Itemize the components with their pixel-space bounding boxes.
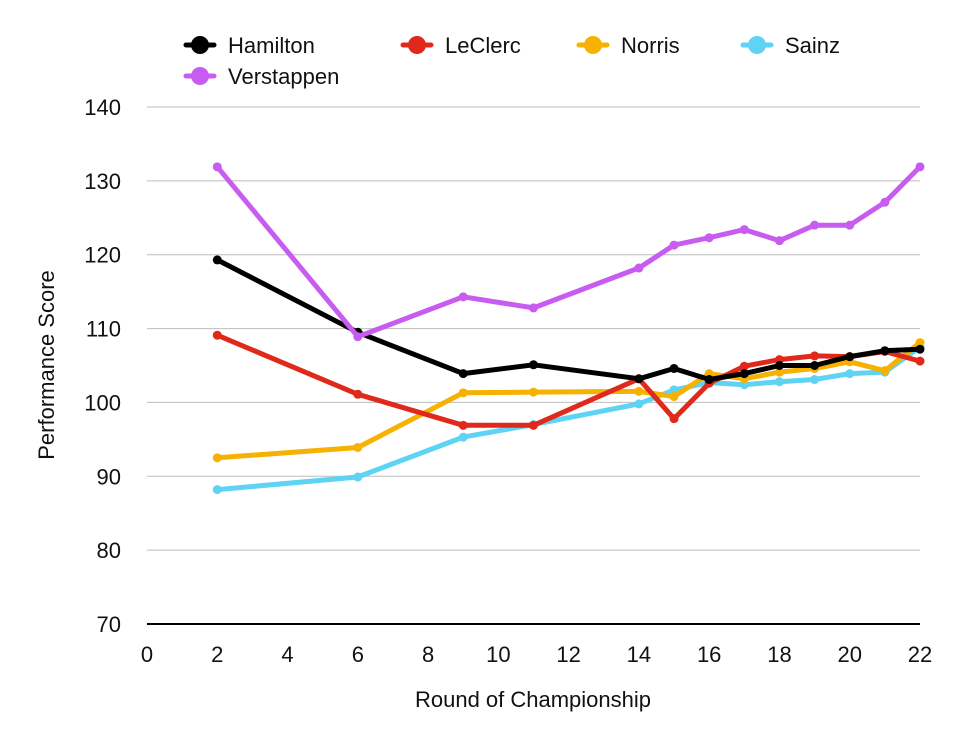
data-point-verstappen xyxy=(845,220,855,230)
legend-marker xyxy=(748,36,766,54)
data-point-verstappen xyxy=(634,263,644,273)
data-point-hamilton xyxy=(458,369,468,379)
x-tick-label: 18 xyxy=(767,642,791,667)
y-tick-label: 70 xyxy=(97,612,121,637)
data-point-verstappen xyxy=(704,233,714,243)
data-point-sainz xyxy=(634,399,644,409)
legend-item-leclerc: LeClerc xyxy=(400,33,521,58)
data-point-hamilton xyxy=(880,346,890,356)
data-point-leclerc xyxy=(669,414,679,424)
data-point-verstappen xyxy=(353,332,363,342)
x-tick-label: 22 xyxy=(908,642,932,667)
legend-item-hamilton: Hamilton xyxy=(183,33,315,58)
series-line-verstappen xyxy=(214,164,923,340)
data-point-sainz xyxy=(845,369,855,379)
data-point-hamilton xyxy=(739,369,749,379)
series-hamilton xyxy=(212,255,925,385)
data-point-sainz xyxy=(774,377,784,387)
data-point-hamilton xyxy=(774,361,784,370)
series-verstappen xyxy=(212,162,925,342)
data-point-leclerc xyxy=(458,420,468,430)
data-point-sainz xyxy=(458,432,468,442)
y-tick-label: 120 xyxy=(84,243,121,268)
x-tick-label: 8 xyxy=(422,642,434,667)
data-point-hamilton xyxy=(634,374,644,384)
legend-item-sainz: Sainz xyxy=(740,33,840,58)
legend-label: LeClerc xyxy=(445,33,521,58)
data-point-leclerc xyxy=(739,361,749,371)
legend-label: Sainz xyxy=(785,33,840,58)
data-point-leclerc xyxy=(212,330,222,340)
x-tick-label: 20 xyxy=(837,642,861,667)
x-tick-label: 4 xyxy=(281,642,293,667)
legend-label: Hamilton xyxy=(228,33,315,58)
x-tick-label: 10 xyxy=(486,642,510,667)
data-point-leclerc xyxy=(353,389,363,399)
series-group xyxy=(212,162,925,495)
data-point-sainz xyxy=(212,485,222,495)
legend-label: Norris xyxy=(621,33,680,58)
data-point-hamilton xyxy=(810,361,820,370)
legend-marker xyxy=(584,36,602,54)
legend: Hamilton LeClerc Norris Sainz Verstappen xyxy=(183,33,840,89)
x-tick-label: 2 xyxy=(211,642,223,667)
y-tick-label: 80 xyxy=(97,538,121,563)
data-point-norris xyxy=(529,387,538,397)
data-point-hamilton xyxy=(212,255,222,265)
data-point-leclerc xyxy=(915,356,925,366)
data-point-verstappen xyxy=(669,240,679,250)
data-point-hamilton xyxy=(529,360,538,370)
data-point-hamilton xyxy=(704,375,714,385)
x-tick-label: 0 xyxy=(141,642,153,667)
data-point-norris xyxy=(669,392,679,402)
data-point-norris xyxy=(634,386,644,396)
data-point-verstappen xyxy=(810,220,820,230)
data-point-norris xyxy=(212,453,222,463)
data-point-verstappen xyxy=(880,197,890,207)
data-point-norris xyxy=(458,388,468,398)
data-point-verstappen xyxy=(212,162,222,172)
legend-item-norris: Norris xyxy=(576,33,680,58)
data-point-hamilton xyxy=(845,352,855,362)
data-point-verstappen xyxy=(739,225,749,235)
y-tick-label: 90 xyxy=(97,464,121,489)
y-tick-label: 130 xyxy=(84,169,121,194)
y-tick-label: 140 xyxy=(84,95,121,120)
data-point-verstappen xyxy=(774,236,784,246)
data-point-verstappen xyxy=(458,292,468,302)
data-point-sainz xyxy=(810,375,820,385)
series-norris xyxy=(212,338,925,463)
legend-marker xyxy=(191,67,209,85)
legend-label: Verstappen xyxy=(228,64,339,89)
gridlines xyxy=(147,106,920,625)
data-point-norris xyxy=(915,338,925,348)
data-point-verstappen xyxy=(529,303,538,313)
data-point-leclerc xyxy=(810,351,820,361)
legend-item-verstappen: Verstappen xyxy=(183,64,339,89)
x-tick-label: 12 xyxy=(556,642,580,667)
y-tick-label: 100 xyxy=(84,390,121,415)
data-point-hamilton xyxy=(915,344,925,354)
data-point-norris xyxy=(353,442,363,452)
legend-marker xyxy=(191,36,209,54)
y-axis-title: Performance Score xyxy=(34,270,59,460)
y-tick-label: 110 xyxy=(86,317,121,342)
x-tick-label: 16 xyxy=(697,642,721,667)
x-tick-label: 6 xyxy=(352,642,364,667)
data-point-norris xyxy=(774,367,784,377)
x-axis-title: Round of Championship xyxy=(415,687,651,712)
axis-ticks: 70 80 90 100 110 120 130 140 0 2 4 6 8 10 12 14 16 18 20 22 xyxy=(84,95,932,667)
data-point-norris xyxy=(880,366,890,376)
data-point-sainz xyxy=(353,472,363,482)
legend-marker xyxy=(408,36,426,54)
data-point-verstappen xyxy=(915,162,925,172)
x-tick-label: 14 xyxy=(627,642,651,667)
data-point-leclerc xyxy=(529,420,538,430)
data-point-hamilton xyxy=(669,363,679,373)
